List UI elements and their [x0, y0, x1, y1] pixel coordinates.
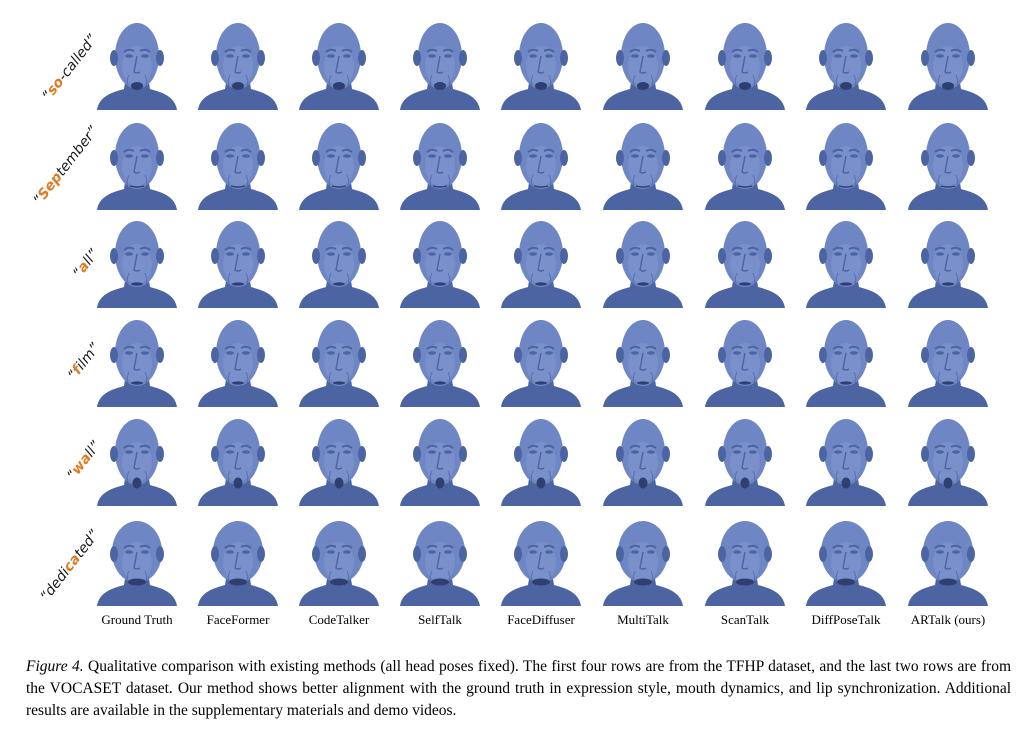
- face-render: [97, 320, 177, 407]
- face-render: [806, 23, 886, 110]
- column-label: FaceFormer: [206, 612, 270, 627]
- face-render: [806, 221, 886, 308]
- face-render: [705, 221, 785, 308]
- face-render: [603, 521, 683, 606]
- caption-text: Qualitative comparison with existing met…: [26, 658, 1012, 719]
- face-render: [603, 221, 683, 308]
- face-render: [705, 521, 785, 606]
- face-render: [198, 123, 278, 210]
- face-render: [603, 23, 683, 110]
- face-render: [806, 521, 886, 606]
- face-render: [299, 23, 379, 110]
- face-render: [299, 521, 379, 606]
- face-render: [603, 123, 683, 210]
- face-render: [400, 123, 480, 210]
- face-render: [400, 23, 480, 110]
- face-render: [908, 23, 988, 110]
- face-render: [603, 419, 683, 506]
- face-render: [198, 521, 278, 606]
- face-render: [299, 221, 379, 308]
- face-render: [806, 320, 886, 407]
- face-render: [501, 23, 581, 110]
- face-render: [400, 419, 480, 506]
- face-render: [299, 320, 379, 407]
- face-render: [908, 419, 988, 506]
- face-render: [705, 123, 785, 210]
- face-render: [97, 221, 177, 308]
- qualitative-figure: “so-called” “September” “all” “film” “wall” “…: [30, 23, 988, 627]
- column-label: FaceDiffuser: [507, 612, 575, 627]
- face-render: [908, 320, 988, 407]
- column-label: DiffPoseTalk: [811, 612, 881, 627]
- face-render: [97, 23, 177, 110]
- face-render: [705, 419, 785, 506]
- column-label: MultiTalk: [617, 612, 669, 627]
- face-render: [501, 419, 581, 506]
- face-render: [97, 123, 177, 210]
- face-render: [97, 419, 177, 506]
- face-render: [299, 123, 379, 210]
- face-render: [400, 521, 480, 606]
- row-label: “so-called”: [39, 32, 100, 104]
- row-label: “September”: [30, 124, 101, 209]
- column-label: Ground Truth: [101, 612, 173, 627]
- face-render: [705, 23, 785, 110]
- face-render: [400, 221, 480, 308]
- face-render: [501, 320, 581, 407]
- face-render: [603, 320, 683, 407]
- column-label: SelfTalk: [418, 612, 462, 627]
- column-label: ScanTalk: [720, 612, 770, 627]
- face-render: [806, 123, 886, 210]
- column-label: ARTalk (ours): [910, 612, 986, 627]
- face-render: [198, 419, 278, 506]
- face-render: [400, 320, 480, 407]
- face-render: [299, 419, 379, 506]
- row-label-text: -called”: [54, 31, 101, 85]
- face-render: [806, 419, 886, 506]
- face-render: [198, 320, 278, 407]
- face-render: [198, 23, 278, 110]
- face-render: [908, 123, 988, 210]
- face-render: [501, 521, 581, 606]
- face-render: [908, 521, 988, 606]
- face-render: [97, 521, 177, 606]
- face-render: [908, 221, 988, 308]
- row-label: “dedicated”: [37, 527, 102, 604]
- face-render: [705, 320, 785, 407]
- face-render: [501, 221, 581, 308]
- figure-label: Figure 4.: [26, 658, 84, 675]
- face-render: [198, 221, 278, 308]
- column-label: CodeTalker: [308, 612, 370, 627]
- figure-caption: Figure 4. Qualitative comparison with ex…: [26, 656, 1011, 722]
- face-render: [501, 123, 581, 210]
